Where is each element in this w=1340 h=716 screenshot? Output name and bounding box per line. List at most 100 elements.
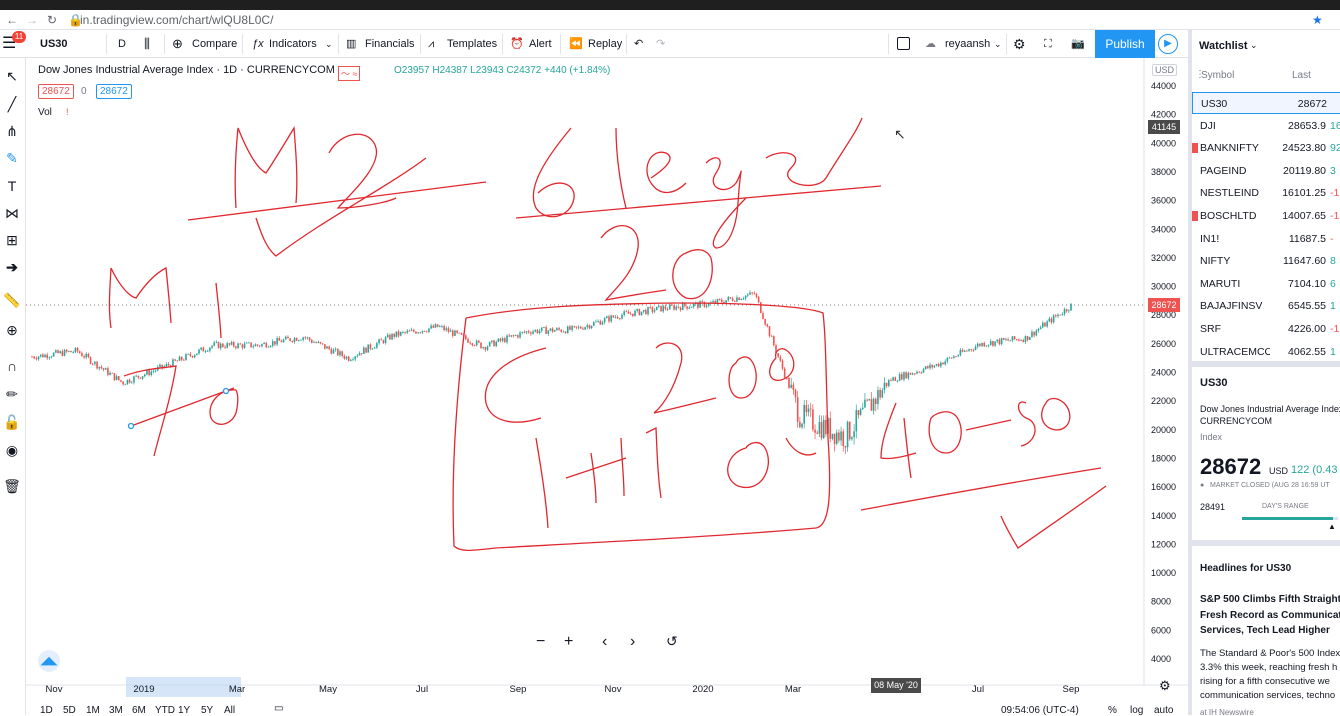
drawing-handle[interactable] (127, 422, 135, 430)
drawing-handle[interactable] (222, 387, 230, 395)
range-button[interactable]: 6M (132, 705, 146, 716)
chart-type-icon[interactable]: ⫼ (144, 36, 150, 51)
text-icon[interactable]: T (7, 178, 17, 194)
auto-toggle[interactable]: auto (1154, 705, 1174, 716)
flag-icon[interactable] (1192, 143, 1198, 154)
eye-icon[interactable]: ◉ (5, 442, 19, 458)
replay-button[interactable]: Replay (588, 38, 623, 50)
publish-button[interactable]: Publish (1095, 30, 1155, 58)
pitchfork-icon[interactable]: ⋔ (6, 123, 18, 139)
annotation-check[interactable] (1000, 485, 1107, 549)
zoom-in-icon[interactable]: ⊕ (6, 322, 18, 338)
trash-icon[interactable]: 🗑 (3, 478, 21, 494)
financials-button[interactable]: Financials (365, 38, 415, 50)
watchlist-row[interactable]: MARUTI 7104.10 6 (1192, 273, 1340, 295)
percent-toggle[interactable]: % (1108, 705, 1117, 716)
camera-icon[interactable]: 📷 (1071, 38, 1085, 50)
sell-price-button[interactable]: 28672 (38, 84, 74, 99)
watchlist-row[interactable]: BOSCHLTD 14007.65 -13 (1192, 205, 1340, 227)
watchlist-row[interactable]: PAGEIND 20119.80 3 (1192, 160, 1340, 182)
layout-select-icon[interactable] (897, 37, 910, 50)
volume-legend[interactable]: Vol (38, 107, 52, 118)
undo-icon[interactable]: ↶ (634, 38, 644, 50)
axis-settings-gear-icon[interactable]: ⚙ (1159, 678, 1171, 693)
clock-time[interactable]: 09:54:06 (UTC-4) (1001, 705, 1079, 716)
layout-name[interactable]: reyaansh (945, 38, 991, 50)
symbol-search-button[interactable]: US30 (40, 38, 68, 50)
annotation-6legs[interactable] (515, 117, 882, 249)
chevron-down-icon[interactable]: ⌄ (325, 39, 333, 49)
zoom-out-icon[interactable]: − (536, 633, 546, 650)
play-icon[interactable]: ▶ (1158, 34, 1178, 54)
watchlist-row[interactable]: NESTLEIND 16101.25 -1 (1192, 182, 1340, 204)
fullscreen-icon[interactable]: ⛶ (1044, 38, 1052, 50)
gear-icon[interactable]: ⚙ (1013, 36, 1026, 52)
brush-icon[interactable]: ✎ (6, 150, 18, 166)
annotation-40-50[interactable] (880, 397, 1071, 479)
currency-label[interactable]: USD (1152, 64, 1178, 76)
annotation-m2[interactable] (187, 125, 487, 257)
cursor-icon[interactable]: ↖ (6, 68, 18, 84)
chevron-down-icon[interactable]: ⌄ (994, 39, 1002, 49)
chart-canvas[interactable]: 4400042000400003800036000340003200030000… (26, 58, 1188, 715)
watchlist-title[interactable]: Watchlist (1199, 40, 1248, 52)
alert-button[interactable]: Alert (529, 38, 552, 50)
log-toggle[interactable]: log (1130, 705, 1144, 716)
lock-icon[interactable]: 🔓 (3, 414, 21, 430)
replay-icon[interactable]: ⏪ (569, 38, 583, 50)
indicators-button[interactable]: Indicators (269, 38, 317, 50)
watchlist-row[interactable]: DJI 28653.9 16 (1192, 115, 1340, 137)
templates-button[interactable]: Templates (447, 38, 498, 50)
col-symbol-header[interactable]: Symbol (1201, 70, 1235, 81)
lock-drawing-icon[interactable]: ✏ (6, 386, 18, 402)
annotation-underline[interactable] (860, 467, 1102, 511)
reload-icon[interactable]: ↻ (47, 13, 58, 27)
watchlist-row[interactable]: NIFTY 11647.60 8 (1192, 250, 1340, 272)
compare-button[interactable]: Compare (192, 38, 238, 50)
compare-icon[interactable]: ⊕ (172, 36, 183, 51)
watchlist-row[interactable]: BAJAJFINSV 6545.55 1 (1192, 295, 1340, 317)
back-icon[interactable]: ← (6, 13, 18, 27)
redo-icon[interactable]: ↷ (656, 38, 666, 50)
drawing-layer[interactable] (108, 117, 1107, 552)
news-headline[interactable]: S&P 500 Climbs Fifth Straight Fresh Reco… (1200, 594, 1340, 636)
flag-icon[interactable] (1192, 211, 1198, 221)
magnet-icon[interactable]: ∩ (6, 358, 18, 374)
alert-icon[interactable]: ⏰ (510, 38, 524, 50)
range-button[interactable]: 1D (40, 705, 53, 716)
chevron-down-icon[interactable]: ⌄ (1250, 40, 1258, 50)
arrow-icon[interactable]: ➔ (6, 259, 18, 275)
forward-icon[interactable]: → (26, 13, 38, 27)
range-button[interactable]: All (224, 705, 236, 716)
buy-price-button[interactable]: 28672 (96, 84, 132, 99)
watchlist-row[interactable]: IN1! 11687.5- (1192, 228, 1340, 250)
scroll-left-icon[interactable]: ‹ (602, 633, 608, 650)
templates-icon[interactable]: ⩘ (428, 38, 435, 50)
scroll-right-icon[interactable]: › (630, 633, 636, 650)
range-button[interactable]: YTD (155, 705, 175, 716)
financials-icon[interactable]: ▥ (346, 38, 357, 50)
chart-legend-title[interactable]: Dow Jones Industrial Average Index · 1D … (38, 64, 335, 76)
url-text[interactable]: in.tradingview.com/chart/wlQU8L0C/ (80, 13, 274, 27)
bookmark-star-icon[interactable]: ★ (1312, 13, 1323, 27)
watchlist-row[interactable]: BANKNIFTY 24523.80 92 (1192, 137, 1340, 159)
watchlist-row[interactable]: SRF 4226.00 -1 (1192, 318, 1340, 340)
col-last-header[interactable]: Last (1292, 70, 1311, 81)
reset-chart-icon[interactable]: ↺ (666, 633, 678, 649)
annotation-1h10[interactable] (535, 426, 817, 529)
drag-handle-icon[interactable]: ⋮ (1195, 69, 1205, 80)
trend-line-icon[interactable]: ╱ (7, 96, 17, 112)
annotation-20[interactable] (600, 225, 713, 301)
annotation-70[interactable] (123, 365, 239, 457)
prediction-icon[interactable]: ⊞ (6, 232, 18, 248)
watchlist-row[interactable]: US30 28672 (1192, 92, 1340, 114)
tradingview-logo-icon[interactable]: ◢◣ (38, 650, 60, 672)
range-button[interactable]: 5Y (201, 705, 214, 716)
indicators-icon[interactable]: ƒx (252, 38, 264, 50)
interval-button[interactable]: D (118, 38, 126, 50)
annotation-c-bracket[interactable] (484, 347, 547, 423)
range-button[interactable]: 1M (86, 705, 100, 716)
date-range-icon[interactable]: ▭ (274, 703, 284, 714)
warning-icon[interactable]: ! (66, 107, 69, 117)
zoom-in-button-icon[interactable]: + (564, 633, 574, 650)
